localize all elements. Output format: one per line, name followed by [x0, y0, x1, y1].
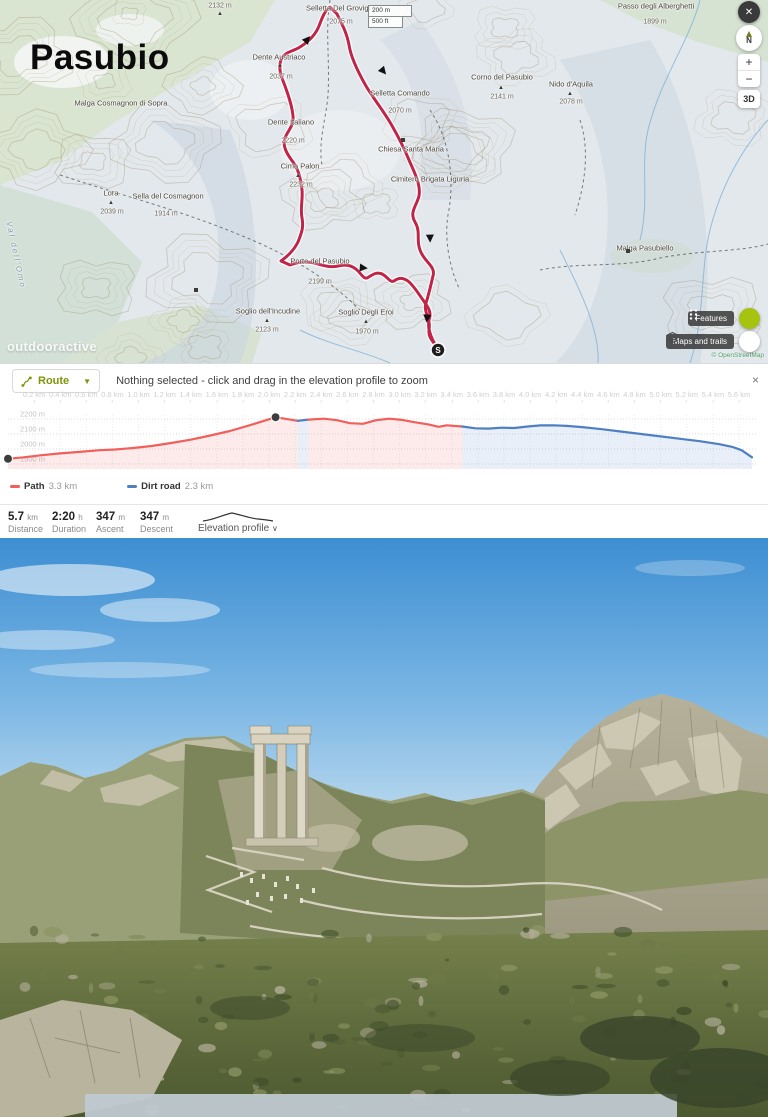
profile-header: Route ▼ Nothing selected - click and dra… — [0, 369, 768, 393]
stat-distance: 5.7 km Distance — [8, 510, 44, 534]
path-swatch — [10, 485, 20, 488]
profile-hint-text: Nothing selected - click and drag in the… — [116, 375, 428, 387]
route-path[interactable] — [278, 5, 440, 351]
compass-north-label: N — [746, 36, 752, 45]
monument — [245, 725, 319, 847]
distance-tick: 1.8 km — [232, 390, 254, 403]
svg-text:2000 m: 2000 m — [20, 440, 45, 449]
selected-point-marker[interactable] — [270, 412, 281, 423]
legend-value: 2.3 km — [184, 481, 214, 492]
distance-tick: 4.8 km — [623, 390, 646, 403]
trails — [59, 0, 768, 311]
distance-tick: 4.0 km — [519, 390, 541, 403]
distance-tick: 3.0 km — [388, 390, 411, 403]
close-map-button[interactable]: ✕ — [738, 1, 760, 23]
distance-tick: 3.6 km — [467, 390, 489, 403]
compass-needle-icon — [746, 31, 752, 37]
distance-tick: 0.6 km — [75, 390, 98, 403]
distance-tick: 0.4 km — [49, 390, 71, 403]
svg-text:S: S — [435, 346, 441, 355]
distance-tick: 1.0 km — [127, 390, 150, 403]
clouds — [0, 560, 745, 678]
zoom-in-button[interactable]: + — [745, 55, 753, 69]
maps-and-trails-button[interactable] — [665, 331, 760, 352]
distance-axis: 0.2 km 0.4 km 0.6 km 0.8 km 1.0 km 1.2 km 1.4 … — [0, 390, 768, 403]
route-selector[interactable]: Route ▼ — [12, 369, 101, 393]
distance-tick: 0.2 km — [23, 390, 45, 403]
distance-tick: 0.8 km — [101, 390, 124, 403]
scale-imperial: 500 ft — [368, 17, 403, 28]
distance-tick: 4.6 km — [597, 390, 620, 403]
features-button[interactable] — [690, 308, 760, 329]
distance-tick: 5.4 km — [702, 390, 724, 403]
chevron-down-icon: ▼ — [83, 376, 92, 386]
distance-tick: 1.4 km — [179, 390, 202, 403]
trip-photo[interactable] — [0, 538, 768, 1117]
distance-tick: 5.0 km — [649, 390, 672, 403]
stat-duration: 2:20 h Duration — [52, 510, 87, 534]
chevron-down-icon: ∨ — [271, 523, 278, 533]
stat-descent: 347 m Descent — [140, 510, 174, 534]
profile-close-button[interactable]: × — [751, 373, 759, 387]
dirt-road-swatch — [127, 485, 138, 488]
gravestones — [240, 872, 315, 905]
maps-and-trails-label: Maps and trails — [665, 334, 734, 349]
zoom-out-button[interactable]: − — [738, 70, 760, 87]
topo-map[interactable]: S 2132 m Selletta Del Groviglio 2075 m Pass… — [0, 0, 768, 363]
surface-legend: Path 3.3 km Dirt road 2.3 km — [10, 481, 213, 492]
shrubs — [210, 996, 768, 1108]
route-icon — [21, 376, 32, 387]
distance-tick: 2.8 km — [362, 390, 385, 403]
compass-button[interactable]: N — [736, 25, 762, 51]
map-attribution[interactable]: © OpenStreetMap — [711, 352, 764, 359]
distance-tick: 2.2 km — [284, 390, 306, 403]
distance-tick: 2.0 km — [258, 390, 280, 403]
svg-text:1900 m: 1900 m — [20, 455, 45, 464]
distance-tick: 2.4 km — [310, 390, 333, 403]
distance-tick: 5.2 km — [675, 390, 698, 403]
svg-text:2200 m: 2200 m — [20, 410, 45, 419]
photo-illustration — [0, 538, 768, 1117]
route-start-marker[interactable]: S — [430, 342, 446, 358]
start-marker[interactable] — [3, 453, 13, 464]
close-icon: ✕ — [744, 6, 754, 18]
legend-item-dirt-road: Dirt road 2.3 km — [127, 481, 213, 492]
legend-label: Dirt road — [141, 481, 181, 492]
distance-tick: 5.6 km — [728, 390, 750, 403]
distance-tick: 4.4 km — [571, 390, 594, 403]
distance-tick: 1.6 km — [206, 390, 228, 403]
distance-tick: 4.2 km — [545, 390, 567, 403]
stat-ascent: 347 m Ascent — [96, 510, 126, 534]
route-selector-label: Route — [38, 375, 70, 387]
map-3d-button[interactable]: 3D — [738, 90, 760, 108]
page-title: Pasubio — [30, 38, 170, 77]
distance-tick: 2.6 km — [336, 390, 359, 403]
outdooractive-watermark: outdooractive — [7, 339, 97, 354]
distance-tick: 3.4 km — [441, 390, 463, 403]
distance-tick: 3.2 km — [414, 390, 437, 403]
features-label: Features — [688, 311, 734, 326]
map-canvas: S — [0, 0, 768, 363]
elevation-chart[interactable]: 2200 m 2100 m 2000 m 1900 m — [0, 401, 768, 471]
distance-tick: 3.8 km — [493, 390, 515, 403]
route-stats-bar: 5.7 km Distance 2:20 h Duration 347 m As… — [0, 504, 768, 540]
map-scale-bar: 200 m 500 ft — [368, 5, 412, 28]
zoom-control: + − — [738, 54, 760, 87]
elevation-profile-toggle[interactable]: Elevation profile ∨ — [198, 511, 278, 534]
legend-label: Path — [24, 481, 45, 492]
distance-tick: 1.2 km — [153, 390, 176, 403]
legend-value: 3.3 km — [48, 481, 78, 492]
elevation-profile-panel: Route ▼ Nothing selected - click and dra… — [0, 363, 768, 540]
elevation-profile-icon — [202, 511, 274, 522]
svg-text:2100 m: 2100 m — [20, 425, 45, 434]
dots-grid-icon — [690, 309, 698, 320]
scale-metric: 200 m — [368, 5, 412, 17]
legend-item-path: Path 3.3 km — [10, 481, 77, 492]
layers-icon — [665, 331, 679, 344]
